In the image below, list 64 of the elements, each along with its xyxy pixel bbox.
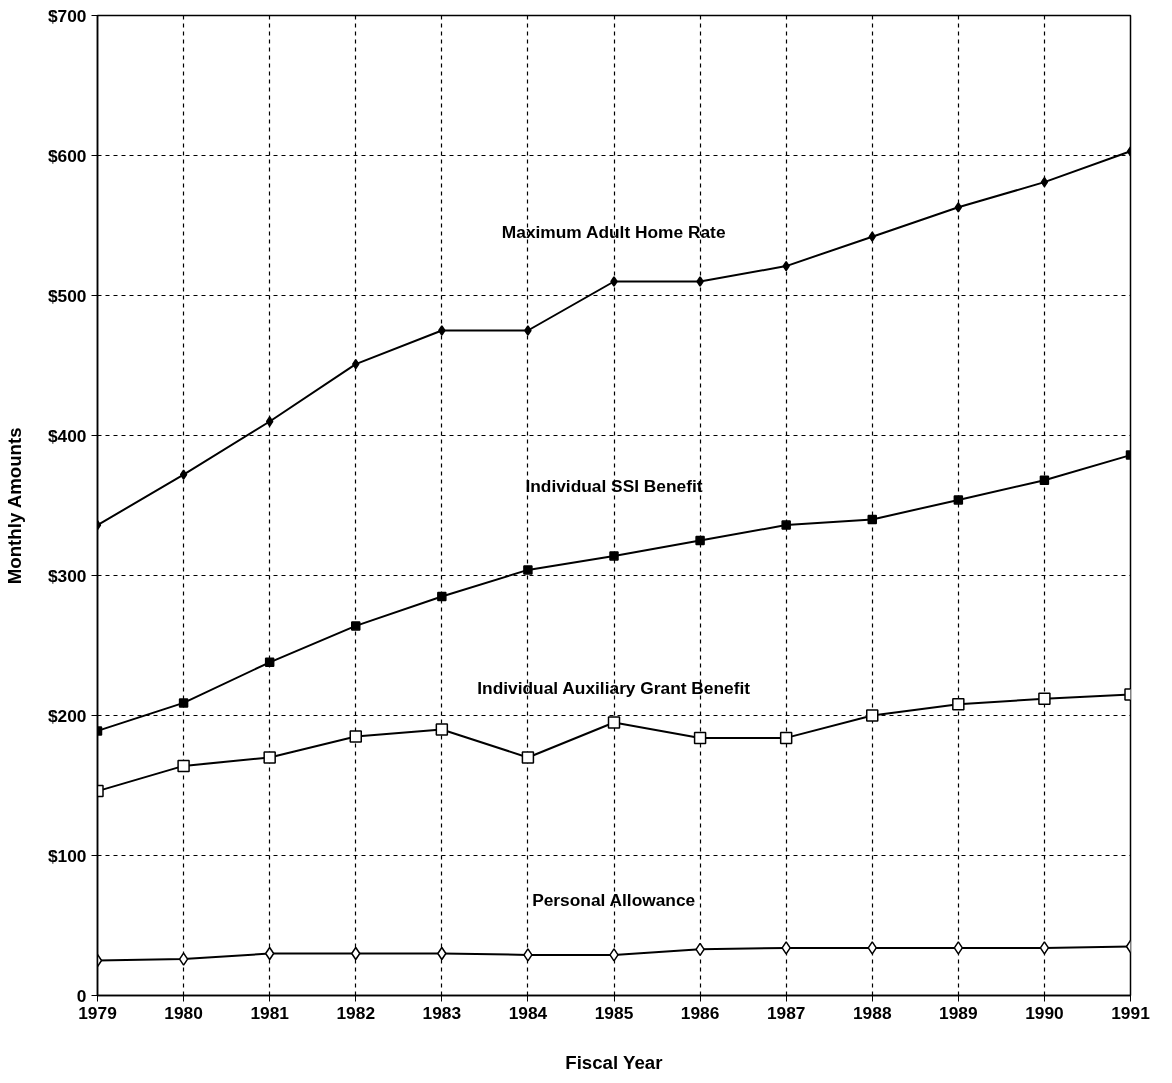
point <box>264 657 275 668</box>
point <box>523 565 533 575</box>
point <box>693 731 707 745</box>
point <box>695 535 705 546</box>
point <box>179 469 188 480</box>
point <box>868 231 876 242</box>
x-tick-label: 1987 <box>766 1002 806 1023</box>
point <box>349 730 362 743</box>
point <box>954 202 963 213</box>
y-tick-label: $700 <box>47 5 87 26</box>
point <box>866 709 879 722</box>
point <box>523 948 533 962</box>
x-tick-label: 1984 <box>508 1002 548 1023</box>
point <box>178 698 189 708</box>
x-tick-label: 1988 <box>852 1002 892 1023</box>
x-tick-label: 1990 <box>1025 1002 1064 1023</box>
y-tick-label: $200 <box>47 705 87 726</box>
point <box>867 514 877 525</box>
y-tick-label: $400 <box>47 425 87 446</box>
point <box>265 416 274 427</box>
text: Maximum Adult Home Rate <box>501 221 726 242</box>
point <box>781 941 791 955</box>
point <box>524 325 532 336</box>
series-label: Individual Auxiliary Grant Benefit <box>477 677 751 698</box>
point <box>779 731 793 745</box>
x-tick-label: 1983 <box>422 1002 462 1023</box>
point <box>435 723 449 736</box>
point <box>953 495 964 505</box>
point <box>1038 692 1051 705</box>
y-tick-label: $500 <box>47 285 87 306</box>
point <box>437 591 447 602</box>
point <box>1039 941 1050 955</box>
point <box>781 520 791 530</box>
point <box>263 751 276 764</box>
point <box>610 276 618 287</box>
x-tick-label: 1989 <box>939 1002 978 1023</box>
x-tick-label: 1985 <box>594 1002 634 1023</box>
point <box>1039 475 1050 486</box>
point <box>178 952 189 966</box>
y-tick-label: $600 <box>47 145 87 166</box>
point <box>264 946 275 961</box>
point <box>696 276 704 287</box>
point <box>953 941 964 955</box>
point <box>867 941 877 955</box>
x-tick-label: 1981 <box>250 1002 290 1023</box>
x-tick-label: 1982 <box>336 1002 376 1023</box>
point <box>521 751 535 764</box>
point <box>177 759 190 773</box>
point <box>1040 176 1049 188</box>
point <box>351 621 361 631</box>
point <box>952 698 965 711</box>
point <box>607 716 621 729</box>
point <box>609 948 619 962</box>
point <box>438 325 446 336</box>
x-axis-title: Fiscal Year <box>565 1051 663 1073</box>
series-label: Personal Allowance <box>532 889 696 910</box>
x-tick-label: 1980 <box>164 1002 203 1023</box>
y-tick-label: $300 <box>47 565 87 586</box>
y-tick-label: $100 <box>47 845 87 866</box>
point <box>609 551 619 561</box>
x-tick-label: 1986 <box>680 1002 720 1023</box>
text: Individual SSI Benefit <box>525 475 703 496</box>
x-tick-label: 1991 <box>1111 1002 1151 1023</box>
y-axis-title: Monthly Amounts <box>3 427 25 585</box>
